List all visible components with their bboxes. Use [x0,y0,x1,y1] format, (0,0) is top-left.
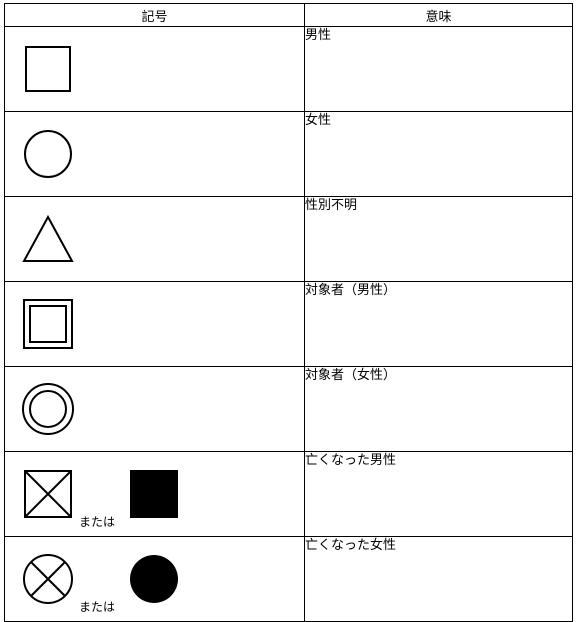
page: 記号 意味 男性 [0,0,583,613]
row-male: 男性 [5,27,573,112]
triangle-icon [19,210,77,268]
double-circle-icon [19,380,77,438]
row-female: 女性 [5,112,573,197]
meaning-text: 亡くなった男性 [305,452,396,467]
meaning-text: 女性 [305,112,331,127]
row-subject-male: 対象者（男性） [5,282,573,367]
meaning-cell: 対象者（男性） [305,282,573,367]
header-symbol: 記号 [5,4,305,27]
symbol-cell [5,197,305,282]
meaning-text: 対象者（女性） [305,367,396,382]
circle-filled-icon [125,550,183,608]
circle-x-icon [19,550,77,608]
meaning-cell: 男性 [305,27,573,112]
circle-icon [19,125,77,183]
meaning-cell: 性別不明 [305,197,573,282]
meaning-cell: 女性 [305,112,573,197]
meaning-text: 亡くなった女性 [305,537,396,552]
square-filled-icon [125,465,183,523]
row-unknown: 性別不明 [5,197,573,282]
meaning-text: 男性 [305,27,331,42]
or-label: または [79,598,115,621]
or-label: または [79,513,115,536]
symbol-cell [5,27,305,112]
square-x-icon [19,465,77,523]
square-icon [19,40,77,98]
row-deceased-male: または 亡くなった男性 [5,452,573,537]
meaning-cell: 亡くなった男性 [305,452,573,537]
meaning-text: 性別不明 [305,197,357,212]
row-subject-female: 対象者（女性） [5,367,573,452]
double-square-icon [19,295,77,353]
symbol-cell [5,367,305,452]
symbol-cell [5,112,305,197]
meaning-text: 対象者（男性） [305,282,396,297]
symbol-cell: または [5,537,305,622]
meaning-cell: 対象者（女性） [305,367,573,452]
header-meaning: 意味 [305,4,573,27]
genogram-legend-table: 記号 意味 男性 [4,3,573,622]
symbol-cell: または [5,452,305,537]
row-deceased-female: または 亡くなった女性 [5,537,573,622]
meaning-cell: 亡くなった女性 [305,537,573,622]
header-row: 記号 意味 [5,4,573,27]
symbol-cell [5,282,305,367]
